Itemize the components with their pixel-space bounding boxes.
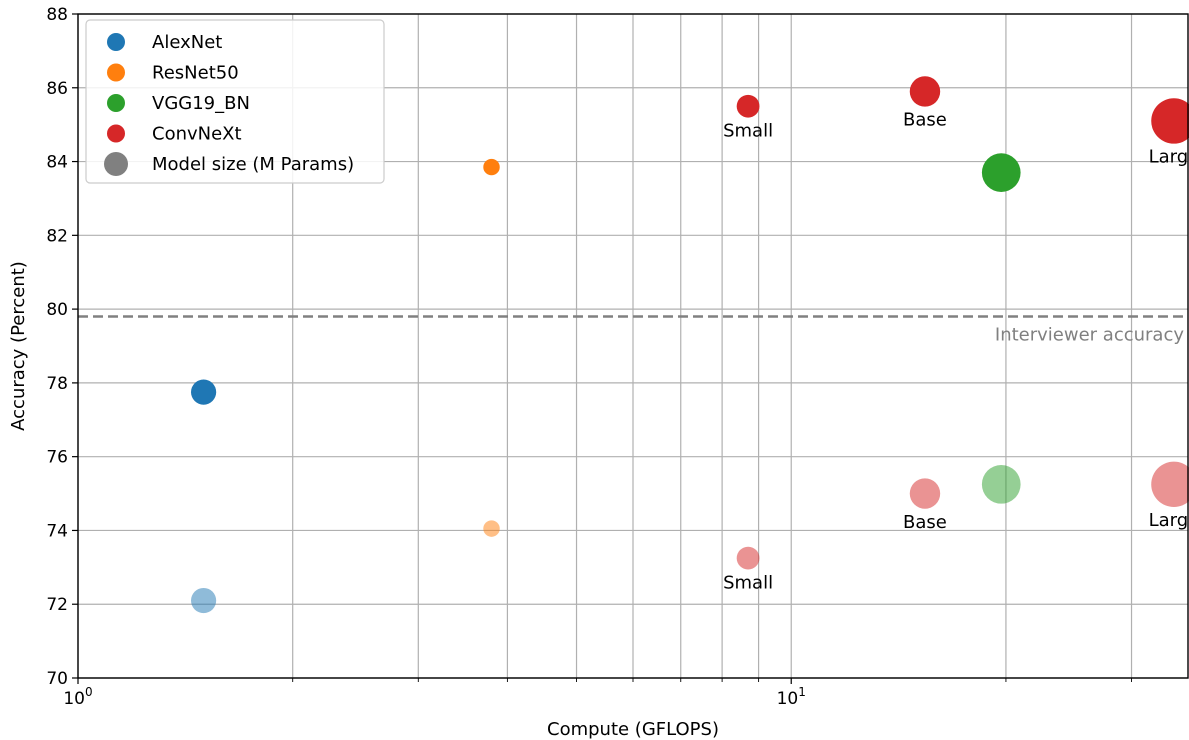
y-axis-title: Accuracy (Percent) [8,261,29,431]
point-vgg19-bn [981,153,1021,192]
legend-marker [107,94,125,112]
point-alexnet [190,587,217,614]
y-tick-label: 80 [46,300,68,320]
point-annotation: Small [723,573,773,594]
y-tick-label: 84 [46,153,68,173]
legend-label: ResNet50 [152,63,239,84]
point-annotation: Base [903,512,947,533]
point-resnet50 [483,158,500,176]
legend-label: AlexNet [152,32,222,53]
x-axis-title: Compute (GFLOPS) [547,719,719,740]
plot-frame [77,13,1189,679]
point-convnext [1151,461,1189,508]
legend-marker [107,124,125,143]
x-tick-exponent: 0 [85,685,93,699]
reference-line-group: Interviewer accuracy [78,315,1188,345]
point-annotation: Large [1149,510,1189,531]
x-tick-base: 10 [63,689,85,709]
x-tick-label: 100 [63,685,92,709]
point-annotation: Large [1149,147,1189,168]
data-points [190,76,1189,614]
y-tick-label: 72 [46,595,68,615]
x-tick-base: 10 [777,689,799,709]
legend-label: Model size (M Params) [152,154,354,175]
point-convnext [1151,98,1189,144]
legend-marker [107,33,125,51]
legend-label: ConvNeXt [152,124,242,145]
point-annotation: Base [903,110,947,131]
legend: AlexNet ResNet50 VGG19_BN ConvNeXt Model siz… [85,19,385,184]
legend-label: VGG19_BN [152,93,250,114]
point-convnext [909,478,941,509]
x-tick-label: 101 [777,685,806,709]
y-tick-label: 74 [46,521,68,541]
reference-line-label: Interviewer accuracy [995,324,1184,345]
y-tick-label: 76 [46,448,68,468]
y-tick-label: 86 [46,79,68,99]
y-tick-label: 82 [46,226,68,246]
point-convnext [909,76,941,107]
legend-size-marker [104,152,128,176]
legend-box [85,19,385,184]
legend-marker [107,63,125,82]
point-resnet50 [483,520,500,537]
x-tick-exponent: 1 [798,685,806,699]
point-labels: Small Base Large Small Base Large [723,110,1189,594]
point-alexnet [190,379,217,405]
point-convnext [736,94,760,118]
y-tick-label: 78 [46,374,68,394]
y-tick-label: 70 [46,669,68,689]
y-tick-label: 88 [46,5,68,25]
point-vgg19-bn [981,464,1021,504]
point-convnext [736,546,760,570]
point-annotation: Small [723,121,773,142]
